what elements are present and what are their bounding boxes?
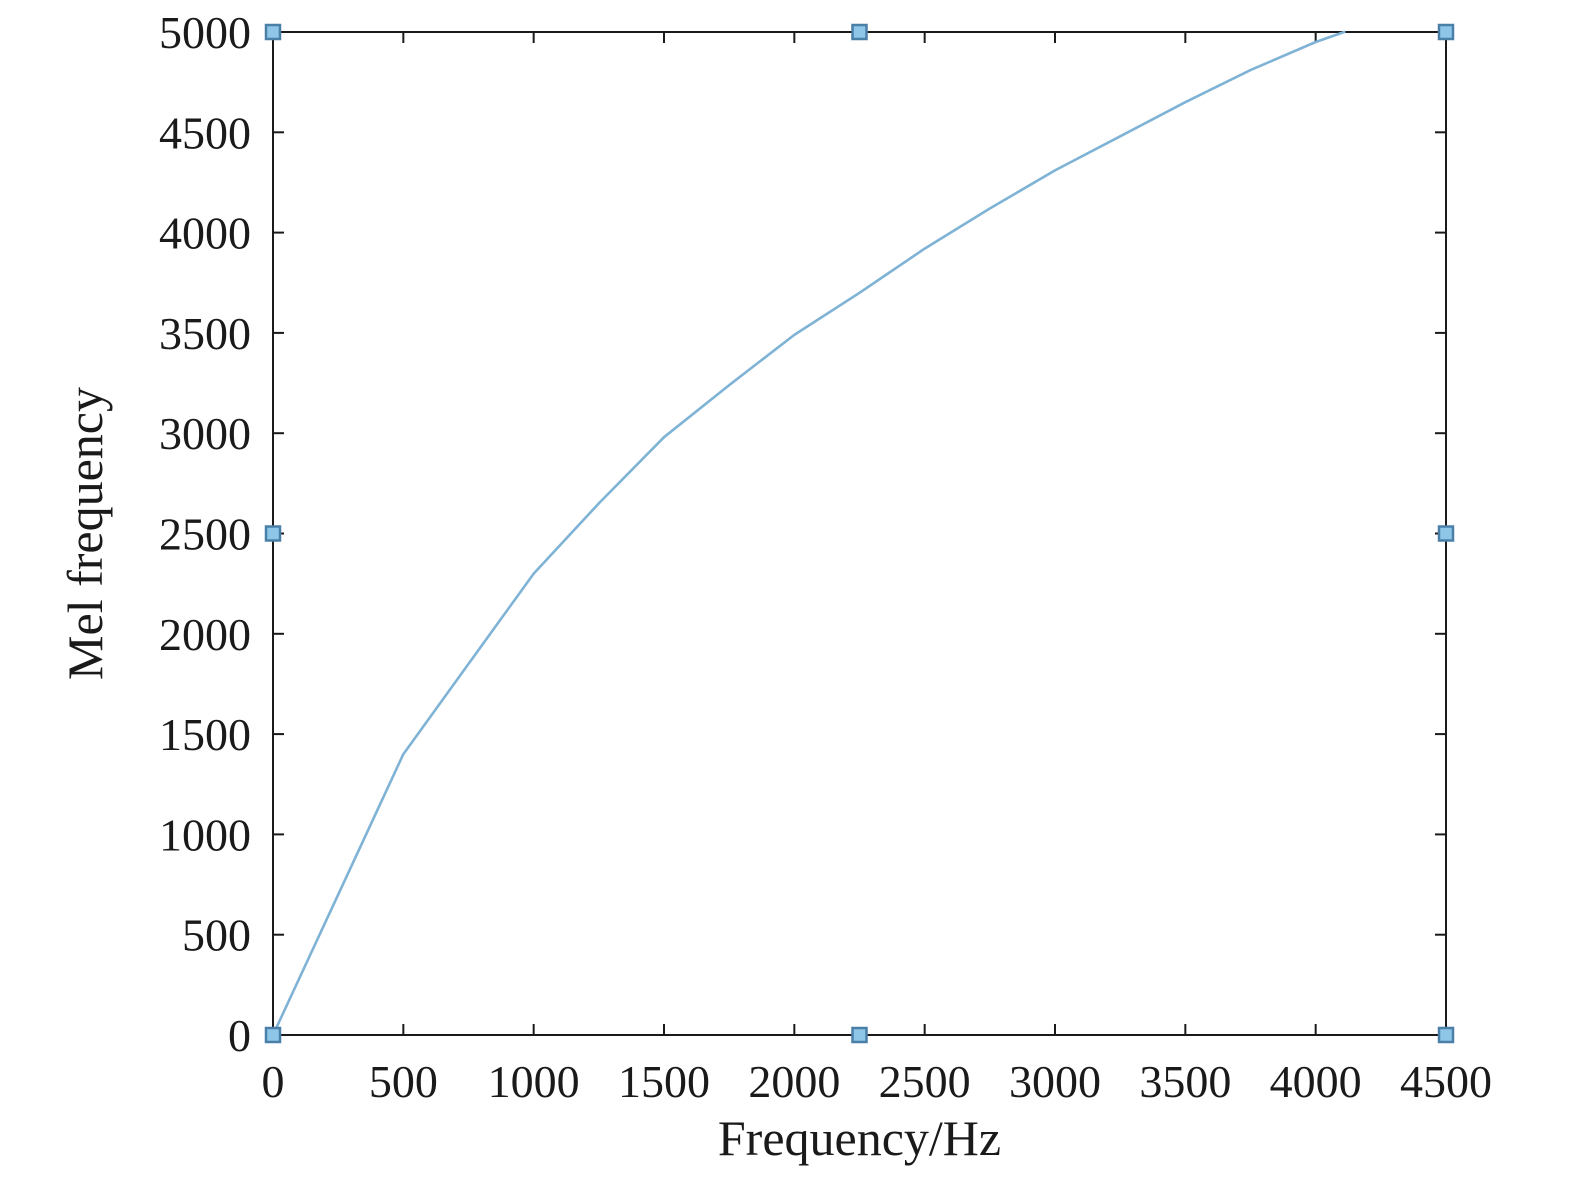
x-tick-label: 3000 bbox=[1009, 1056, 1101, 1107]
series-line-0 bbox=[271, 30, 1346, 1037]
y-axis: 0 500 1000 1500 2000 2500 3000 3500 4000 4500 5000 bbox=[159, 7, 1446, 1061]
y-tick-label: 3500 bbox=[159, 308, 251, 359]
y-tick-label: 1500 bbox=[159, 709, 251, 760]
plot-area bbox=[272, 31, 1447, 1036]
plot-frame bbox=[272, 31, 1447, 1036]
x-tick-label: 0 bbox=[262, 1056, 285, 1107]
x-tick-label: 4500 bbox=[1400, 1056, 1492, 1107]
resize-handle[interactable] bbox=[264, 23, 282, 41]
x-tick-label: 1500 bbox=[618, 1056, 710, 1107]
y-tick-label: 2500 bbox=[159, 509, 251, 560]
x-axis-title: Frequency/Hz bbox=[718, 1110, 1001, 1166]
x-tick-label: 1000 bbox=[488, 1056, 580, 1107]
resize-handle[interactable] bbox=[264, 525, 282, 542]
x-tick-label: 2500 bbox=[879, 1056, 971, 1107]
selection-handles[interactable] bbox=[264, 23, 1455, 1044]
series-layer bbox=[271, 30, 1346, 1037]
x-tick-label: 2000 bbox=[748, 1056, 840, 1107]
y-axis-title: Mel frequency bbox=[57, 387, 113, 680]
resize-handle[interactable] bbox=[1437, 525, 1455, 542]
resize-handle[interactable] bbox=[1437, 23, 1455, 41]
y-tick-label: 2000 bbox=[159, 609, 251, 660]
x-axis: 0 500 1000 1500 2000 2500 3000 3500 4000 4500 bbox=[262, 32, 1492, 1107]
x-tick-label: 500 bbox=[369, 1056, 438, 1107]
resize-handle[interactable] bbox=[264, 1026, 282, 1044]
y-tick-label: 3000 bbox=[159, 408, 251, 459]
y-tick-label: 5000 bbox=[159, 7, 251, 58]
y-tick-label: 500 bbox=[182, 910, 251, 961]
resize-handle[interactable] bbox=[851, 1026, 868, 1044]
y-tick-label: 4000 bbox=[159, 208, 251, 259]
resize-handle[interactable] bbox=[851, 23, 868, 41]
y-tick-label: 1000 bbox=[159, 809, 251, 860]
y-tick-label: 0 bbox=[228, 1010, 251, 1061]
x-tick-label: 3500 bbox=[1139, 1056, 1231, 1107]
x-tick-label: 4000 bbox=[1270, 1056, 1362, 1107]
resize-handle[interactable] bbox=[1437, 1026, 1455, 1044]
y-tick-label: 4500 bbox=[159, 107, 251, 158]
